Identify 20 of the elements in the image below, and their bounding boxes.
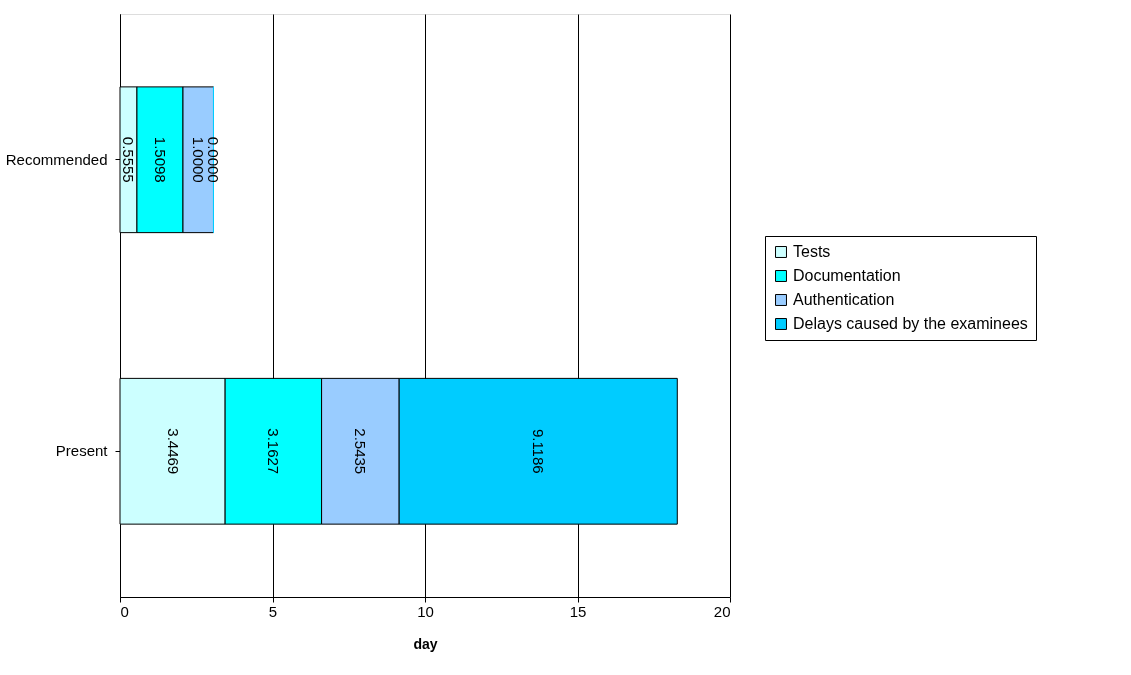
x-tick-label: 5 — [268, 602, 278, 620]
data-label: 0.5555 — [120, 136, 138, 183]
data-label: 9.1186 — [530, 428, 548, 474]
data-label: 1.0000 — [190, 136, 208, 183]
data-label: 0.0000 — [205, 136, 223, 183]
legend-label: Authentication — [793, 291, 895, 308]
data-label: 3.4469 — [164, 428, 182, 475]
data-label: 3.1627 — [265, 428, 283, 475]
x-tick-label: 10 — [417, 602, 434, 620]
legend-label: Documentation — [793, 267, 901, 284]
legend-label: Delays caused by the examinees — [793, 315, 1028, 332]
data-label: 2.5435 — [352, 428, 370, 475]
x-tick-label: 0 — [120, 602, 129, 620]
x-axis-title: day — [413, 635, 438, 652]
x-tick-label: 20 — [713, 602, 731, 620]
x-tick-label: 15 — [569, 602, 587, 620]
y-tick-label: Present — [55, 442, 109, 460]
y-tick-label: Recommended — [5, 150, 108, 168]
data-label: 1.5098 — [151, 136, 169, 183]
legend-label: Tests — [793, 243, 831, 260]
